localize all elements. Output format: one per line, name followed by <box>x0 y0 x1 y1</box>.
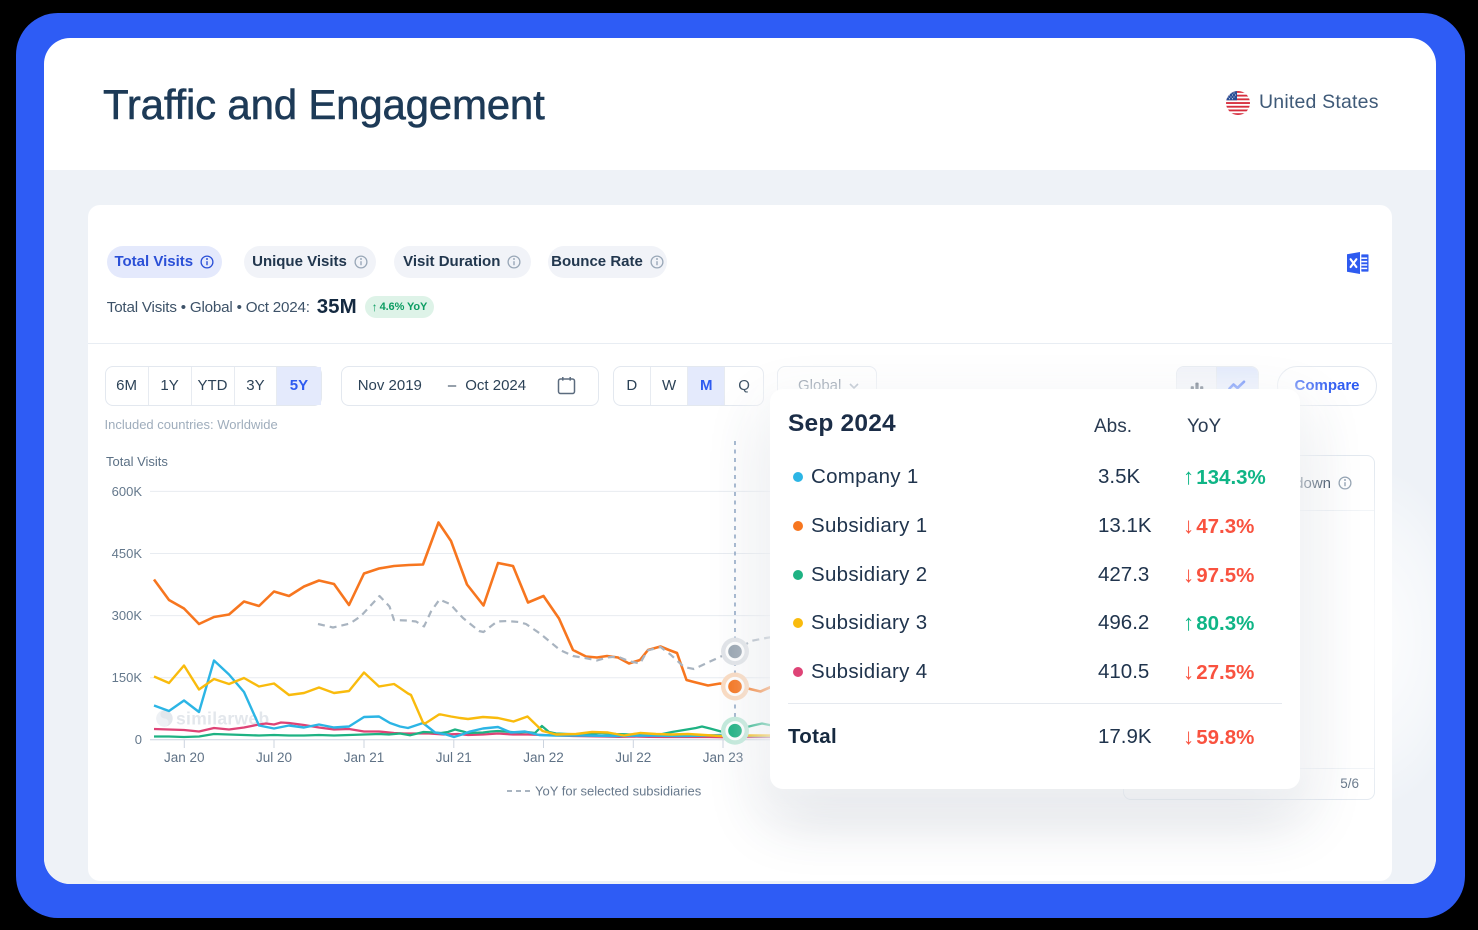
svg-text:Total Visits: Total Visits <box>106 454 168 469</box>
svg-text:YoY for selected subsidiaries: YoY for selected subsidiaries <box>535 784 702 799</box>
svg-text:Jan 23: Jan 23 <box>703 750 744 765</box>
svg-text:150K: 150K <box>112 670 143 685</box>
svg-text:0: 0 <box>135 732 142 747</box>
svg-text:similarweb: similarweb <box>176 709 269 729</box>
svg-text:Jul 21: Jul 21 <box>436 750 472 765</box>
svg-text:450K: 450K <box>112 546 143 561</box>
svg-text:Jul 22: Jul 22 <box>615 750 651 765</box>
svg-text:Jul 20: Jul 20 <box>256 750 292 765</box>
svg-text:Jan 21: Jan 21 <box>344 750 385 765</box>
svg-text:300K: 300K <box>112 608 143 623</box>
svg-text:Jan 20: Jan 20 <box>164 750 205 765</box>
svg-text:600K: 600K <box>112 484 143 499</box>
svg-text:Jan 22: Jan 22 <box>523 750 564 765</box>
